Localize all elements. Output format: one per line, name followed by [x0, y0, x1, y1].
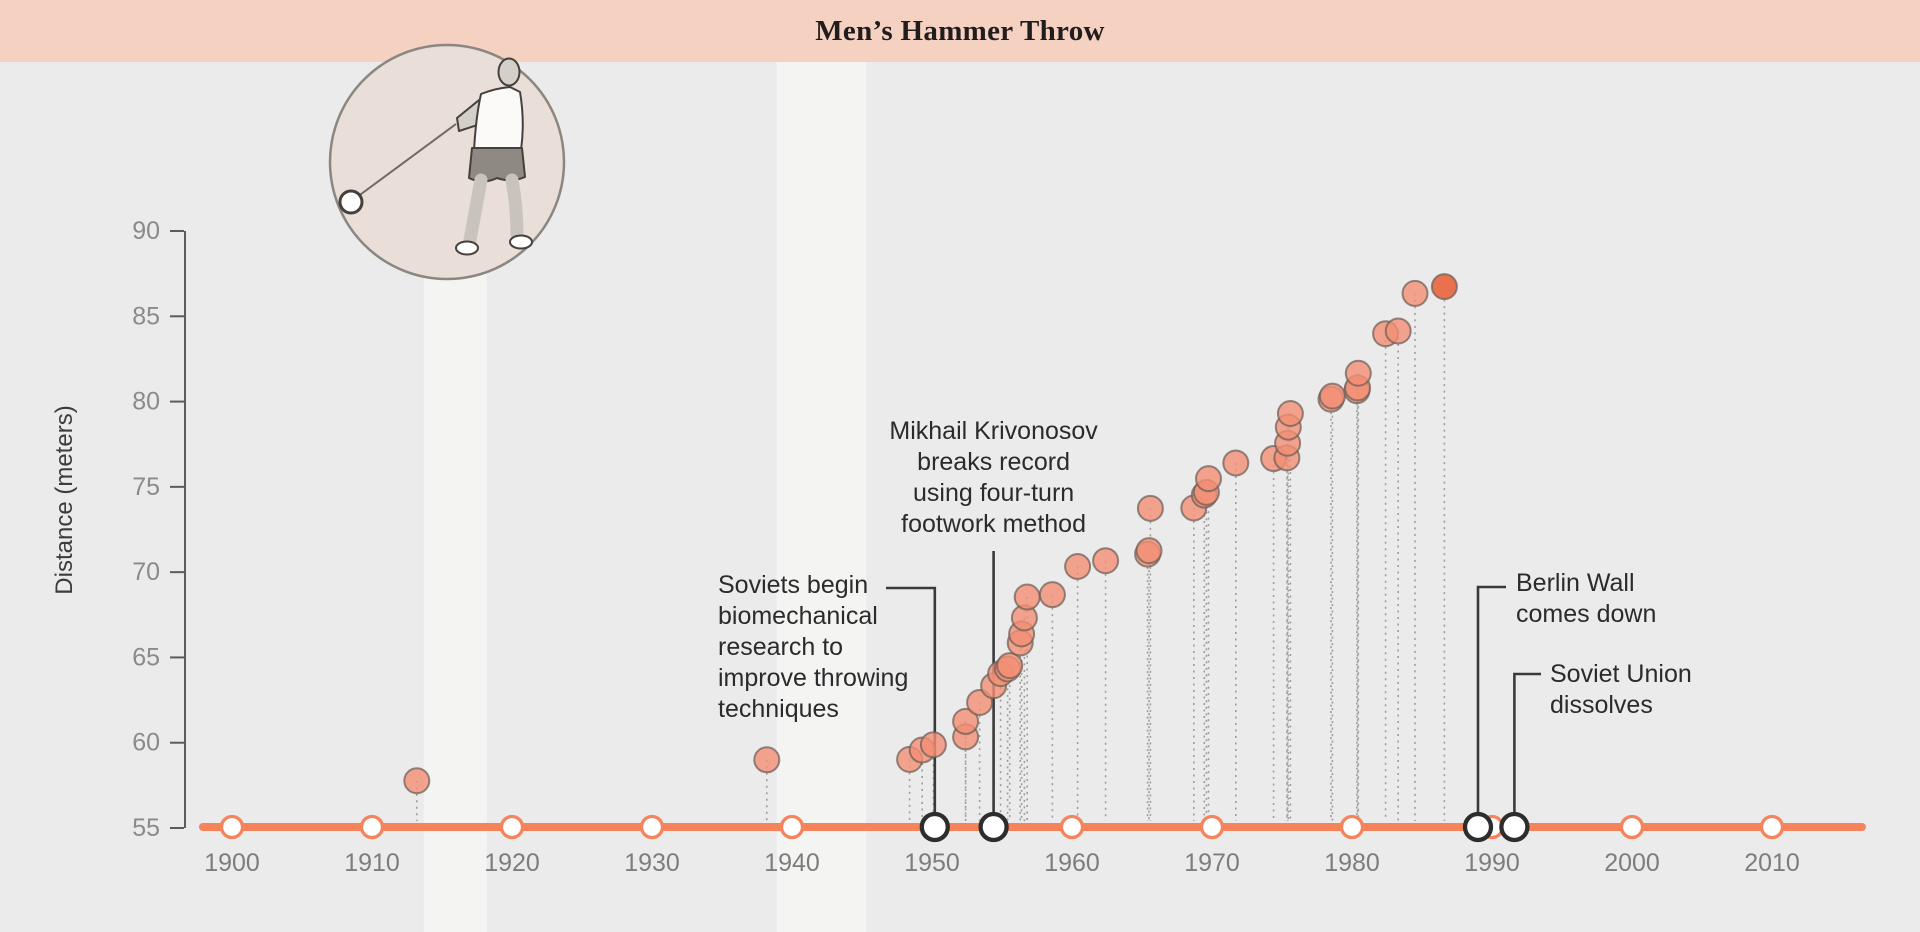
- y-tick-label: 85: [132, 302, 160, 330]
- y-tick-label: 70: [132, 558, 160, 586]
- event-marker-krivonosov: [978, 811, 1009, 843]
- record-point: [1384, 317, 1412, 345]
- decade-marker: [1199, 814, 1225, 840]
- annotation-line: Soviet Union: [1550, 660, 1692, 688]
- page-title: Men’s Hammer Throw: [815, 14, 1105, 47]
- thrower-right-leg: [505, 173, 524, 241]
- annotation-ussr: Soviet Union dissolves: [1550, 659, 1692, 721]
- era-band: [776, 62, 867, 932]
- record-point: [1135, 537, 1163, 565]
- y-tick-label: 80: [132, 388, 160, 416]
- x-tick-label: 2000: [1604, 849, 1660, 877]
- y-tick-label: 65: [132, 643, 160, 671]
- record-point: [1092, 547, 1120, 575]
- decade-marker: [359, 814, 385, 840]
- hammer-thrower-illustration: [328, 43, 566, 281]
- hammer-ball: [338, 189, 364, 215]
- thrower-torso: [473, 86, 524, 151]
- event-connector-ussr: [1513, 672, 1541, 814]
- x-tick-label: 2010: [1744, 849, 1800, 877]
- record-point: [1222, 449, 1250, 477]
- thrower-right-shoe: [509, 234, 533, 250]
- record-point: [996, 652, 1024, 680]
- x-tick-label: 1910: [344, 849, 400, 877]
- record-points-layer: [403, 273, 1458, 795]
- record-point: [1064, 553, 1092, 581]
- annotation-line: using four-turn: [912, 479, 1075, 507]
- record-point: [1195, 465, 1222, 493]
- y-tick-label: 90: [132, 217, 160, 245]
- record-point: [1276, 400, 1304, 428]
- event-connector-berlin: [1476, 585, 1506, 814]
- decade-marker: [1759, 814, 1785, 840]
- record-point: [1344, 359, 1372, 387]
- decade-marker: [1339, 814, 1365, 840]
- x-tick-label: 1960: [1044, 849, 1100, 877]
- annotation-line: Soviets begin: [718, 571, 869, 599]
- annotation-line: breaks record: [917, 448, 1071, 476]
- x-tick-label: 1930: [624, 849, 680, 877]
- timeline-layer: 1900 1910 1920 1930 1940 1950 1960 1970 1980 1990…: [199, 814, 1866, 877]
- point-stems-layer: [415, 286, 1446, 821]
- x-tick-label: 1990: [1464, 849, 1520, 877]
- decade-marker: [499, 814, 525, 840]
- annotation-line: Berlin Wall: [1516, 569, 1635, 597]
- event-marker-soviets: [919, 811, 950, 843]
- record-point: [952, 707, 980, 735]
- record-point-final: [1430, 273, 1458, 301]
- hammer-wire: [352, 123, 457, 201]
- annotation-line: research to: [718, 633, 844, 661]
- record-point: [403, 767, 431, 795]
- annotation-line: techniques: [718, 695, 839, 723]
- record-point: [1038, 581, 1066, 609]
- record-point: [919, 731, 947, 759]
- thrower-left-shoe: [455, 240, 479, 256]
- record-point: [1401, 279, 1429, 307]
- y-axis-layer: 55 60 65 70 75 80 85 90: [132, 217, 186, 842]
- annotation-soviets: Soviets begin biomechanical research to imp…: [718, 570, 908, 725]
- x-tick-label: 1920: [484, 849, 540, 877]
- record-point: [1318, 382, 1346, 410]
- annotation-line: comes down: [1516, 600, 1657, 628]
- annotation-berlin: Berlin Wall comes down: [1516, 568, 1656, 630]
- record-point: [753, 746, 781, 774]
- decade-marker: [219, 814, 245, 840]
- annotation-line: footwork method: [901, 510, 1087, 538]
- y-axis-title: Distance (meters): [51, 405, 78, 594]
- decade-marker: [1619, 814, 1645, 840]
- y-tick-label: 75: [132, 473, 160, 501]
- record-point: [1136, 494, 1164, 522]
- event-marker-ussr: [1499, 811, 1530, 843]
- decade-marker: [779, 814, 805, 840]
- thrower-left-leg: [463, 173, 488, 247]
- x-tick-label: 1950: [904, 849, 960, 877]
- x-tick-label: 1980: [1324, 849, 1380, 877]
- annotation-line: biomechanical: [718, 602, 878, 630]
- annotation-line: improve throwing: [718, 664, 909, 692]
- annotation-krivonosov: Mikhail Krivonosov breaks record using fou…: [889, 416, 1097, 540]
- y-tick-label: 55: [132, 814, 160, 842]
- thrower-head: [497, 57, 521, 87]
- x-tick-label: 1900: [204, 849, 260, 877]
- event-marker-berlin: [1462, 811, 1494, 843]
- x-tick-label: 1940: [764, 849, 820, 877]
- annotation-line: Mikhail Krivonosov: [889, 417, 1098, 445]
- title-banner: Men’s Hammer Throw: [0, 0, 1920, 62]
- y-tick-label: 60: [132, 729, 160, 757]
- event-markers-layer: [919, 811, 1530, 843]
- record-point: [1013, 583, 1041, 611]
- x-tick-label: 1970: [1184, 849, 1240, 877]
- annotation-line: dissolves: [1550, 691, 1653, 719]
- decade-marker: [1059, 814, 1085, 840]
- decade-marker: [639, 814, 665, 840]
